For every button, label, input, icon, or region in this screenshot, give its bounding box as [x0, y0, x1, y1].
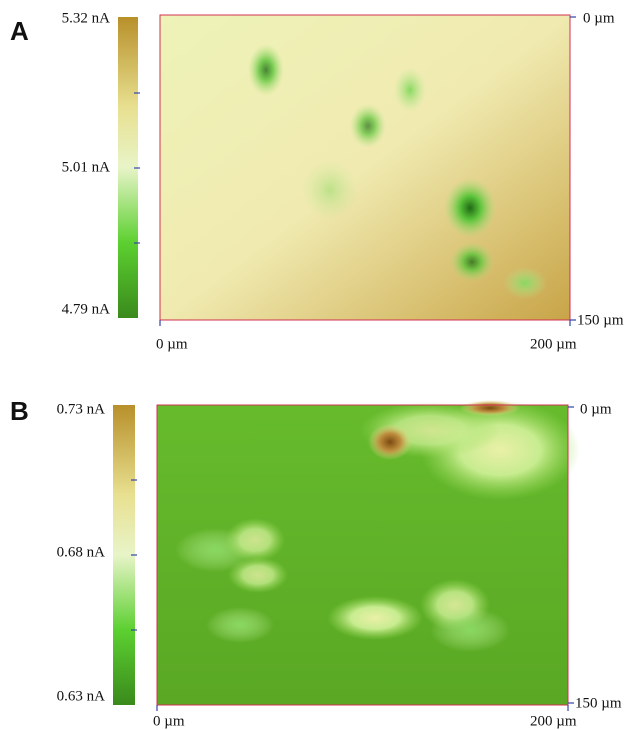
y-label: 150 µm [577, 312, 624, 328]
x-label: 200 µm [530, 713, 577, 729]
y-label: 0 µm [580, 401, 612, 417]
colorbar-label: 5.32 nA [62, 10, 111, 26]
colorbar-label: 0.63 nA [57, 688, 106, 704]
panel-label: B [10, 396, 29, 426]
colorbar-label: 0.73 nA [57, 401, 106, 417]
heatmap [156, 400, 580, 706]
x-label: 0 µm [153, 713, 185, 729]
x-label: 200 µm [530, 336, 577, 352]
x-label: 0 µm [156, 336, 188, 352]
colorbar [118, 17, 138, 318]
colorbar-label: 0.68 nA [57, 544, 106, 560]
y-label: 0 µm [583, 10, 615, 26]
colorbar-label: 4.79 nA [62, 301, 111, 317]
panel-label: A [10, 16, 29, 46]
heatmap [159, 14, 571, 321]
colorbar [113, 405, 135, 705]
colorbar-label: 5.01 nA [62, 159, 111, 175]
y-label: 150 µm [575, 695, 622, 711]
